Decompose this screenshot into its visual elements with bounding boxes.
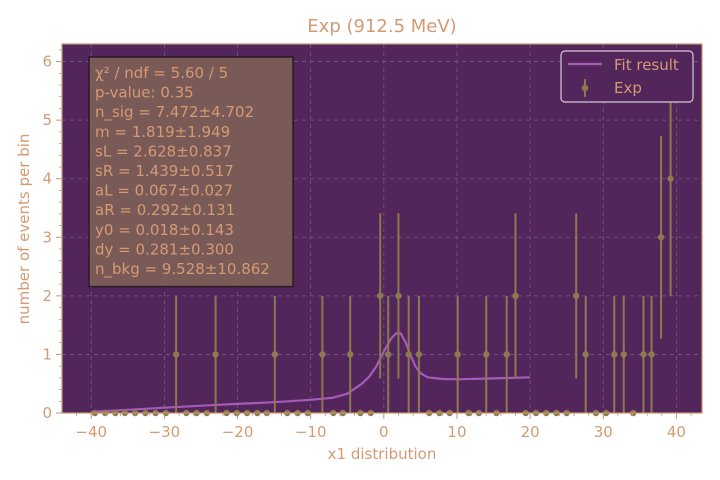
- legend-fit-label: Fit result: [614, 56, 679, 74]
- legend-exp-marker: [581, 84, 589, 92]
- fit-result-line: [91, 332, 531, 413]
- data-marker: [667, 175, 674, 182]
- y-axis-label: number of events per bin: [15, 134, 33, 325]
- fit-parameter-line: sL = 2.628±0.837: [95, 142, 232, 160]
- data-marker: [376, 292, 384, 300]
- data-point: [503, 295, 510, 413]
- x-tick-label: 20: [521, 423, 540, 441]
- data-point: [385, 295, 392, 413]
- data-point: [483, 295, 490, 413]
- data-marker: [483, 351, 490, 358]
- y-tick-label: 1: [42, 345, 52, 363]
- x-tick-label: −30: [149, 423, 181, 441]
- data-point: [395, 213, 402, 379]
- data-marker: [385, 351, 392, 358]
- data-point: [582, 295, 589, 413]
- y-tick-label: 4: [42, 170, 52, 188]
- data-point: [212, 295, 219, 413]
- data-marker: [648, 351, 655, 358]
- data-marker: [503, 351, 510, 358]
- x-tick-label: −10: [295, 423, 327, 441]
- x-tick-label: 0: [379, 423, 389, 441]
- fit-parameter-line: n_bkg = 9.528±10.862: [95, 260, 270, 279]
- data-marker: [657, 234, 665, 241]
- data-point: [271, 295, 279, 413]
- data-point: [512, 213, 519, 379]
- data-point: [611, 295, 618, 413]
- x-tick-label: 30: [594, 423, 613, 441]
- data-marker: [611, 351, 618, 358]
- data-point: [454, 295, 461, 413]
- y-tick-label: 2: [42, 287, 52, 305]
- axes: −40 −30 −20 −10 0 10 20 30 40 0 1 2 3 4 5 6: [42, 49, 692, 441]
- data-marker: [512, 292, 519, 300]
- data-marker: [415, 351, 423, 358]
- data-point: [172, 295, 180, 413]
- data-marker: [212, 351, 219, 358]
- fit-parameter-line: aR = 0.292±0.131: [95, 201, 235, 219]
- data-point: [640, 295, 647, 413]
- x-tick-label: −40: [75, 423, 107, 441]
- data-point: [572, 213, 580, 379]
- y-tick-label: 3: [42, 228, 52, 246]
- fit-parameter-line: y0 = 0.018±0.143: [95, 221, 234, 239]
- fit-parameter-line: m = 1.819±1.949: [95, 123, 230, 141]
- legend: Fit result Exp: [560, 50, 694, 103]
- data-point: [657, 135, 665, 339]
- data-marker: [395, 292, 402, 300]
- fit-parameter-line: n_sig = 7.472±4.702: [95, 103, 254, 122]
- fit-parameter-line: dy = 0.281±0.300: [95, 240, 234, 258]
- fit-parameter-line: χ² / ndf = 5.60 / 5: [95, 64, 228, 82]
- data-marker: [271, 351, 279, 358]
- x-tick-label: 10: [447, 423, 466, 441]
- y-tick-label: 0: [42, 404, 52, 422]
- fit-parameter-line: sR = 1.439±0.517: [95, 162, 234, 180]
- y-tick-label: 5: [42, 111, 52, 129]
- data-marker: [582, 351, 589, 358]
- data-point: [648, 295, 655, 413]
- chart-title: Exp (912.5 MeV): [307, 16, 456, 37]
- data-point: [319, 295, 326, 413]
- data-marker: [572, 292, 580, 300]
- data-point: [405, 295, 412, 413]
- y-tick-label: 6: [42, 53, 52, 71]
- data-marker: [454, 351, 461, 358]
- legend-exp-label: Exp: [614, 79, 642, 97]
- data-marker: [640, 351, 647, 358]
- fit-parameter-line: aL = 0.067±0.027: [95, 182, 233, 200]
- x-axis-label: x1 distribution: [328, 445, 437, 463]
- fit-parameter-line: p-value: 0.35: [95, 84, 194, 102]
- data-marker: [620, 351, 627, 358]
- fit-parameters-panel: [88, 56, 294, 288]
- data-point: [620, 295, 627, 413]
- data-marker: [319, 351, 326, 358]
- fit-series: [91, 332, 531, 413]
- data-point: [346, 295, 354, 413]
- x-tick-label: 40: [667, 423, 686, 441]
- plot-frame: [61, 43, 703, 414]
- x-tick-label: −20: [222, 423, 254, 441]
- fit-parameters-box: χ² / ndf = 5.60 / 5 p-value: 0.35n_sig = …: [88, 56, 294, 288]
- data-marker: [346, 351, 354, 358]
- data-point: [415, 295, 423, 413]
- data-point: [376, 213, 384, 379]
- data-marker: [405, 351, 412, 358]
- data-marker: [172, 351, 180, 358]
